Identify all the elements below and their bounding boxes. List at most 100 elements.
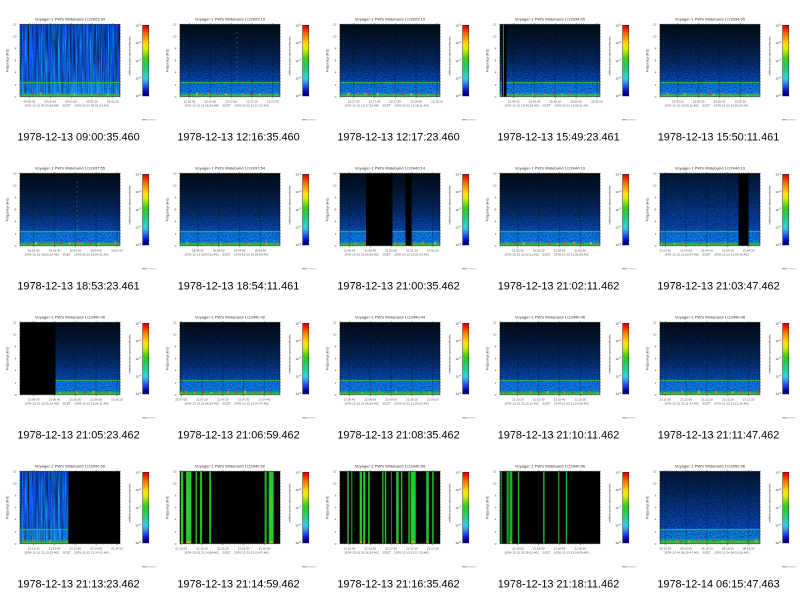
- svg-text:Voyager-1 PWS Wideband 1/13940: Voyager-1 PWS Wideband 1/13940:42: [195, 314, 266, 319]
- svg-text:1978-12-13 18:53:23.461: 1978-12-13 18:53:23.461: [17, 281, 139, 293]
- svg-text:4: 4: [175, 518, 177, 522]
- svg-text:1978-12-13 21:13:23.462: 1978-12-13 21:13:23.462: [17, 579, 139, 591]
- svg-text:21:14:00: 21:14:00: [90, 546, 102, 550]
- svg-text:10-2: 10-2: [295, 339, 301, 343]
- svg-text:6: 6: [655, 506, 657, 510]
- svg-text:21:16:40: 21:16:40: [344, 546, 356, 550]
- svg-text:Voyager-1 PWS Wideband 1/13940: Voyager-1 PWS Wideband 1/13940:14: [355, 165, 426, 170]
- svg-text:10-1: 10-1: [615, 23, 621, 27]
- svg-text:6: 6: [15, 59, 17, 63]
- svg-text:10-3: 10-3: [615, 59, 621, 63]
- svg-text:10-3: 10-3: [455, 506, 461, 510]
- svg-text:6: 6: [335, 357, 337, 361]
- svg-text:10-5: 10-5: [295, 392, 301, 396]
- svg-text:12:17:30: 12:17:30: [348, 99, 360, 103]
- svg-text:2: 2: [175, 232, 177, 236]
- svg-text:10-3: 10-3: [295, 357, 301, 361]
- svg-text:21:15:00: 21:15:00: [175, 546, 187, 550]
- svg-text:6: 6: [335, 208, 337, 212]
- svg-text:21:12:10: 21:12:10: [701, 397, 713, 401]
- svg-text:10-5: 10-5: [615, 94, 621, 98]
- svg-text:10-1: 10-1: [295, 321, 301, 325]
- svg-text:1978-12-13 21:02:11.462: 1978-12-13 21:02:11.462: [498, 281, 620, 293]
- svg-text:Voyager-1 PWS Wideband 1/13940: Voyager-1 PWS Wideband 1/13940:19: [675, 165, 746, 170]
- svg-text:8: 8: [335, 196, 337, 200]
- svg-text:21:01:20: 21:01:20: [427, 248, 439, 252]
- svg-text:10-4: 10-4: [295, 76, 301, 80]
- svg-text:10-2: 10-2: [775, 190, 781, 194]
- svg-text:12: 12: [653, 470, 657, 474]
- svg-text:relative power spectral densit: relative power spectral density: [127, 334, 131, 373]
- svg-text:10: 10: [333, 482, 337, 486]
- svg-text:0: 0: [335, 244, 337, 248]
- svg-text:2: 2: [15, 232, 17, 236]
- svg-text:15:49:40: 15:49:40: [529, 99, 541, 103]
- svg-text:10: 10: [13, 333, 17, 337]
- svg-text:relative power spectral densit: relative power spectral density: [607, 185, 611, 224]
- svg-text:06:16:20: 06:16:20: [722, 546, 734, 550]
- svg-text:8: 8: [335, 47, 337, 51]
- svg-text:15:50:00: 15:50:00: [570, 99, 582, 103]
- svg-text:10-4: 10-4: [775, 225, 781, 229]
- svg-text:10-2: 10-2: [295, 41, 301, 45]
- svg-text:relative power spectral densit: relative power spectral density: [607, 36, 611, 75]
- svg-text:Frequency (kHz): Frequency (kHz): [166, 496, 170, 520]
- svg-text:12: 12: [493, 321, 497, 325]
- svg-text:21:12:00: 21:12:00: [680, 397, 692, 401]
- svg-text:10-5: 10-5: [455, 392, 461, 396]
- svg-text:Voyager-1 PWS Wideband 1/13940: Voyager-1 PWS Wideband 1/13940:56: [515, 463, 586, 468]
- svg-text:2: 2: [175, 530, 177, 534]
- svg-text:12: 12: [333, 470, 337, 474]
- svg-text:1978-12-13 21:08:35.462 SCE: 1978-12-13 21:08:35.462 SCET 1978-12-13 …: [344, 401, 429, 405]
- svg-text:Frequency (kHz): Frequency (kHz): [326, 198, 330, 222]
- svg-text:1978-12-13 09:00:35.460 SCE: 1978-12-13 09:00:35.460 SCET 1978-12-13 …: [24, 103, 109, 107]
- svg-text:1978-12-13 21:18:11.462: 1978-12-13 21:18:11.462: [498, 579, 620, 591]
- svg-text:09:01:20: 09:01:20: [107, 99, 119, 103]
- svg-text:relative power spectral densit: relative power spectral density: [767, 483, 771, 522]
- svg-text:10-4: 10-4: [615, 225, 621, 229]
- svg-text:12: 12: [333, 321, 337, 325]
- svg-text:6: 6: [15, 506, 17, 510]
- svg-text:0: 0: [15, 393, 17, 397]
- svg-text:6: 6: [175, 506, 177, 510]
- svg-text:4: 4: [15, 369, 17, 373]
- svg-text:10-5: 10-5: [135, 392, 141, 396]
- svg-text:1978-12-13 21:16:35.462: 1978-12-13 21:16:35.462: [337, 579, 459, 591]
- svg-text:10: 10: [13, 482, 17, 486]
- svg-text:1978-12-13 21:10:11.462: 1978-12-13 21:10:11.462: [498, 430, 620, 442]
- svg-text:12:18:10: 12:18:10: [431, 99, 443, 103]
- svg-text:21:10:50: 21:10:50: [574, 397, 586, 401]
- svg-text:8: 8: [655, 345, 657, 349]
- svg-text:Frequency (kHz): Frequency (kHz): [486, 49, 490, 73]
- svg-text:relative power spectral densit: relative power spectral density: [287, 334, 291, 373]
- svg-text:relative power spectral densit: relative power spectral density: [127, 36, 131, 75]
- svg-text:21:02:40: 21:02:40: [554, 248, 566, 252]
- svg-text:1978-12-13 21:11:47.462: 1978-12-13 21:11:47.462: [658, 430, 780, 442]
- svg-text:21:10:40: 21:10:40: [554, 397, 566, 401]
- svg-text:10: 10: [653, 35, 657, 39]
- svg-text:10-2: 10-2: [615, 339, 621, 343]
- svg-text:8: 8: [495, 345, 497, 349]
- svg-text:12: 12: [333, 23, 337, 27]
- svg-text:10-4: 10-4: [135, 76, 141, 80]
- svg-text:4: 4: [15, 220, 17, 224]
- svg-text:21:07:30: 21:07:30: [238, 397, 250, 401]
- svg-text:6: 6: [175, 357, 177, 361]
- svg-text:12:16:50: 12:16:50: [204, 99, 216, 103]
- svg-text:0: 0: [335, 542, 337, 546]
- svg-text:2: 2: [15, 530, 17, 534]
- svg-text:18:54:40: 18:54:40: [234, 248, 246, 252]
- svg-text:15:49:30: 15:49:30: [508, 99, 520, 103]
- svg-text:6: 6: [655, 208, 657, 212]
- svg-text:1978-12-13 15:50:11.461: 1978-12-13 15:50:11.461: [658, 132, 780, 144]
- svg-text:10-5: 10-5: [615, 392, 621, 396]
- svg-text:6: 6: [495, 357, 497, 361]
- svg-text:10-3: 10-3: [135, 59, 141, 63]
- svg-text:10-1: 10-1: [135, 23, 141, 27]
- svg-text:10: 10: [333, 35, 337, 39]
- svg-text:12: 12: [333, 172, 337, 176]
- svg-text:8: 8: [15, 345, 17, 349]
- svg-text:18:53:30: 18:53:30: [28, 248, 40, 252]
- svg-text:10-4: 10-4: [295, 374, 301, 378]
- svg-text:15:50:30: 15:50:30: [693, 99, 705, 103]
